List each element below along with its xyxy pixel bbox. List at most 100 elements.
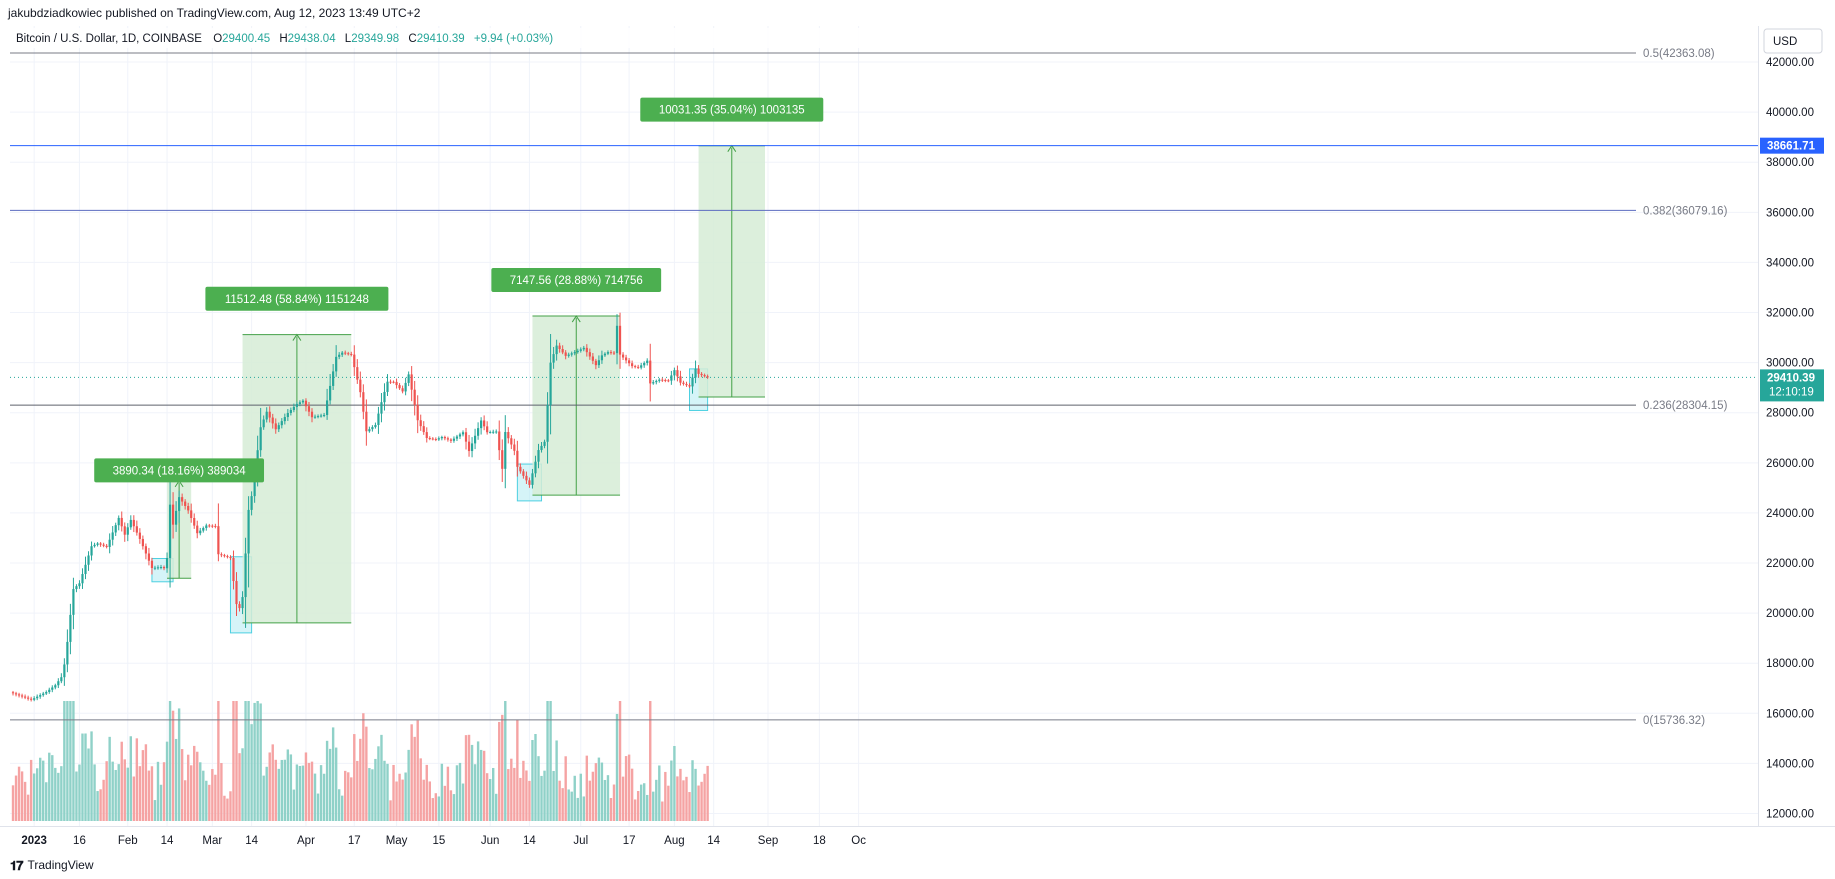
candle-body (534, 461, 537, 474)
volume-bar (334, 747, 338, 821)
volume-bar (482, 750, 486, 821)
candle-body (455, 436, 459, 439)
candle-body (268, 411, 271, 418)
volume-bar (223, 795, 226, 821)
volume-bar (437, 796, 441, 821)
volume-bar (691, 760, 694, 821)
volume-bar (655, 779, 658, 821)
candle-body (274, 423, 277, 430)
volume-bar (576, 797, 579, 821)
volume-bar (165, 741, 169, 821)
candle-body (301, 400, 305, 403)
volume-bar (697, 785, 700, 821)
candle-body (347, 353, 350, 355)
candle-body (117, 517, 120, 526)
volume-bar (498, 721, 501, 821)
candle-body (259, 427, 262, 451)
candle-body (440, 437, 443, 439)
range-label: 11512.48 (58.84%) 1151248 (225, 294, 369, 306)
volume-bar (75, 771, 78, 821)
candle-body (570, 353, 573, 355)
candle-body (407, 374, 410, 383)
candle-body (431, 438, 434, 440)
candle-body (452, 438, 456, 441)
candle-body (223, 555, 226, 557)
candle-body (603, 353, 607, 356)
svg-text:Bitcoin / U.S. Dollar, 1D, COI: Bitcoin / U.S. Dollar, 1D, COINBASE O294… (16, 33, 553, 45)
volume-bar (322, 773, 326, 821)
volume-bar (277, 768, 280, 821)
candle-body (501, 450, 504, 469)
candle-body (377, 413, 380, 425)
candle-body (422, 426, 425, 433)
range-labels: 3890.34 (18.16%) 389034 11512.48 (58.84%)… (94, 97, 824, 483)
volume-bar (114, 769, 117, 821)
volume-bar (57, 772, 60, 821)
price-chart[interactable]: 0.5(42363.08) 0.382(36079.16) 0.236(28304.… (0, 26, 1835, 852)
candle-body (685, 383, 688, 386)
candle-body (525, 475, 528, 481)
volume-bar (39, 757, 42, 821)
volume-bar (380, 734, 383, 821)
high-label: H (279, 33, 287, 45)
candle-body (93, 544, 96, 547)
volume-bar (229, 791, 232, 821)
volume-bar (337, 789, 341, 821)
candle-body (48, 689, 51, 692)
volume-bar (507, 769, 510, 821)
tradingview-logo[interactable]: 𝟏𝟕 TradingView (10, 852, 94, 879)
footer-bar: 𝟏𝟕 TradingView (0, 852, 1835, 879)
volume-bar (504, 701, 507, 821)
price-range-arrowhead (571, 315, 581, 323)
candle-body (564, 352, 567, 356)
volume-bar (123, 759, 126, 821)
candle-body (211, 525, 214, 527)
price-tick-label: 28000.00 (1766, 408, 1814, 420)
price-tick-label: 34000.00 (1766, 257, 1814, 269)
candle-body (609, 352, 613, 354)
volume-bar (316, 793, 320, 821)
candle-body (39, 695, 42, 697)
candle-body (199, 530, 202, 534)
currency-label: USD (1773, 36, 1797, 48)
candle-body (546, 404, 549, 442)
volume-bar (208, 784, 211, 821)
volume-bar (190, 765, 193, 821)
candle-body (359, 379, 362, 393)
candle-body (307, 406, 311, 412)
candle-body (171, 504, 175, 525)
time-axis[interactable]: 2023 16 Feb 14 Mar 14 Apr 17 May 15 Jun 14 Jul 17 Aug 1… (0, 826, 1835, 847)
volume-bar (594, 763, 598, 821)
candle-body (187, 505, 190, 511)
price-range-tools[interactable] (151, 144, 765, 634)
time-tick-label: 16 (73, 835, 86, 847)
open-label: O (213, 33, 222, 45)
candle-body (247, 509, 250, 554)
volume-bar (359, 738, 362, 821)
volume-bar (395, 781, 398, 821)
candle-body (446, 438, 449, 440)
candle-body (631, 363, 634, 367)
candle-body (576, 350, 579, 353)
volume-bar (196, 751, 199, 821)
volume-bar (153, 800, 157, 821)
candle-body (537, 450, 540, 462)
volume-bars (11, 701, 709, 821)
volume-bar (564, 756, 567, 821)
time-tick-label: Mar (202, 835, 222, 847)
candle-body (664, 379, 667, 381)
volume-bar (425, 764, 428, 821)
time-tick-label: 14 (161, 835, 174, 847)
price-tick-label: 38000.00 (1766, 157, 1814, 169)
candle-body (437, 438, 440, 440)
candle-body (486, 426, 489, 433)
price-tick-label: 16000.00 (1766, 708, 1814, 720)
currency-button[interactable]: USD (1763, 28, 1823, 54)
candle-body (676, 370, 679, 377)
volume-bar (262, 775, 265, 821)
price-axis[interactable]: 42000.00 40000.00 38000.00 36000.00 34000.00… (1758, 26, 1814, 826)
volume-bar (522, 760, 525, 821)
candle-body (27, 697, 30, 699)
candle-body (280, 421, 283, 426)
price-tick-label: 40000.00 (1766, 107, 1814, 119)
